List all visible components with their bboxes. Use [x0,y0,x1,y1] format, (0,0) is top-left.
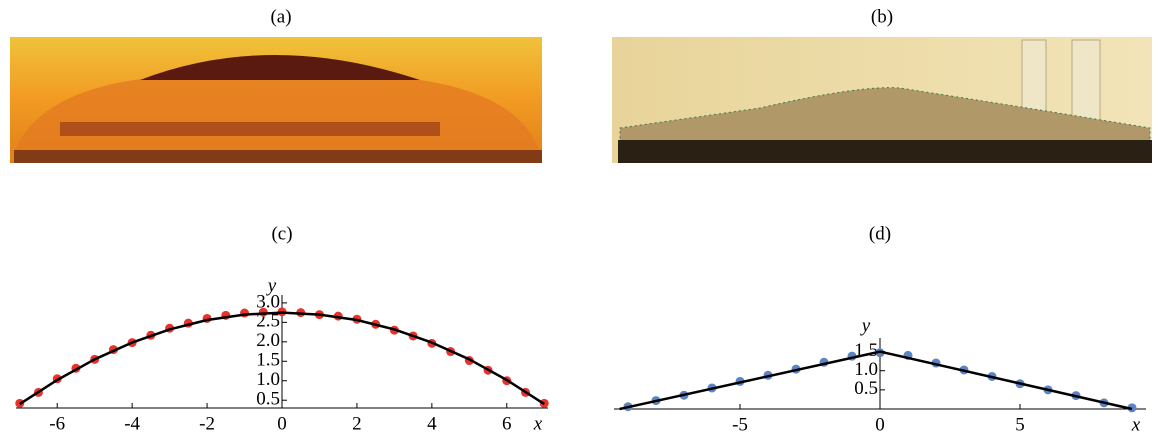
x-tick-label: -6 [49,413,65,434]
x-axis-label: x [533,413,543,434]
x-tick-label: 0 [277,413,287,434]
x-axis-label: x [1131,414,1141,435]
y-tick-label: 1.0 [854,359,878,380]
photo-a [10,37,542,163]
fit-line [619,350,1133,411]
x-tick-label: 2 [352,413,362,434]
x-tick-label: -4 [124,413,140,434]
panel-label: (b) [871,6,893,27]
x-tick-label: 4 [427,413,437,434]
chart-title: (c) [271,223,292,244]
y-axis-label: y [266,275,277,296]
y-tick-label: 1.0 [256,369,280,390]
x-tick-label: 5 [1015,414,1025,435]
panel-label: (a) [270,6,291,27]
y-axis-label: y [860,315,871,336]
x-tick-label: 6 [502,413,512,434]
y-tick-label: 1.5 [854,340,878,361]
y-tick-label: 3.0 [256,291,280,312]
x-tick-label: 0 [875,414,885,435]
photo-b [612,37,1152,163]
fit-line [19,311,545,406]
y-tick-label: 0.5 [854,378,878,399]
y-tick-label: 0.5 [256,389,280,410]
chart-title: (d) [869,223,891,244]
x-tick-label: -5 [732,414,748,435]
y-tick-label: 1.5 [256,350,280,371]
x-tick-label: -2 [199,413,215,434]
y-tick-label: 2.0 [256,330,280,351]
